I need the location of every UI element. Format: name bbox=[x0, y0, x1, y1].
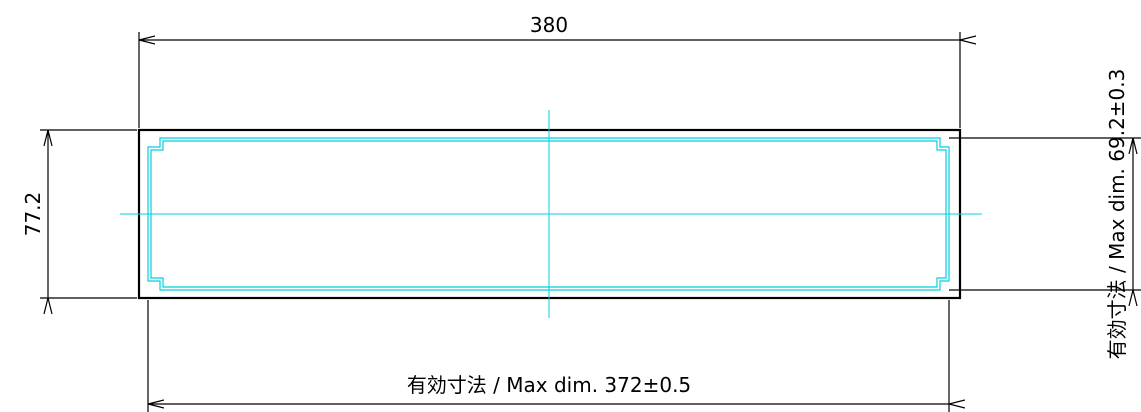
overall-width-label: 380 bbox=[530, 13, 568, 37]
dimension-max-width bbox=[147, 300, 949, 412]
inner-outline bbox=[147, 137, 950, 291]
max-width-label: 有効寸法 / Max dim. 372±0.5 bbox=[407, 373, 691, 397]
centerlines bbox=[120, 110, 982, 318]
max-height-label: 有効寸法 / Max dim. 69.2±0.3 bbox=[1105, 69, 1129, 360]
overall-height-label: 77.2 bbox=[21, 192, 45, 237]
dimension-max-height bbox=[949, 137, 1141, 290]
dimension-overall-width bbox=[138, 32, 960, 128]
dimension-overall-height bbox=[40, 129, 137, 298]
